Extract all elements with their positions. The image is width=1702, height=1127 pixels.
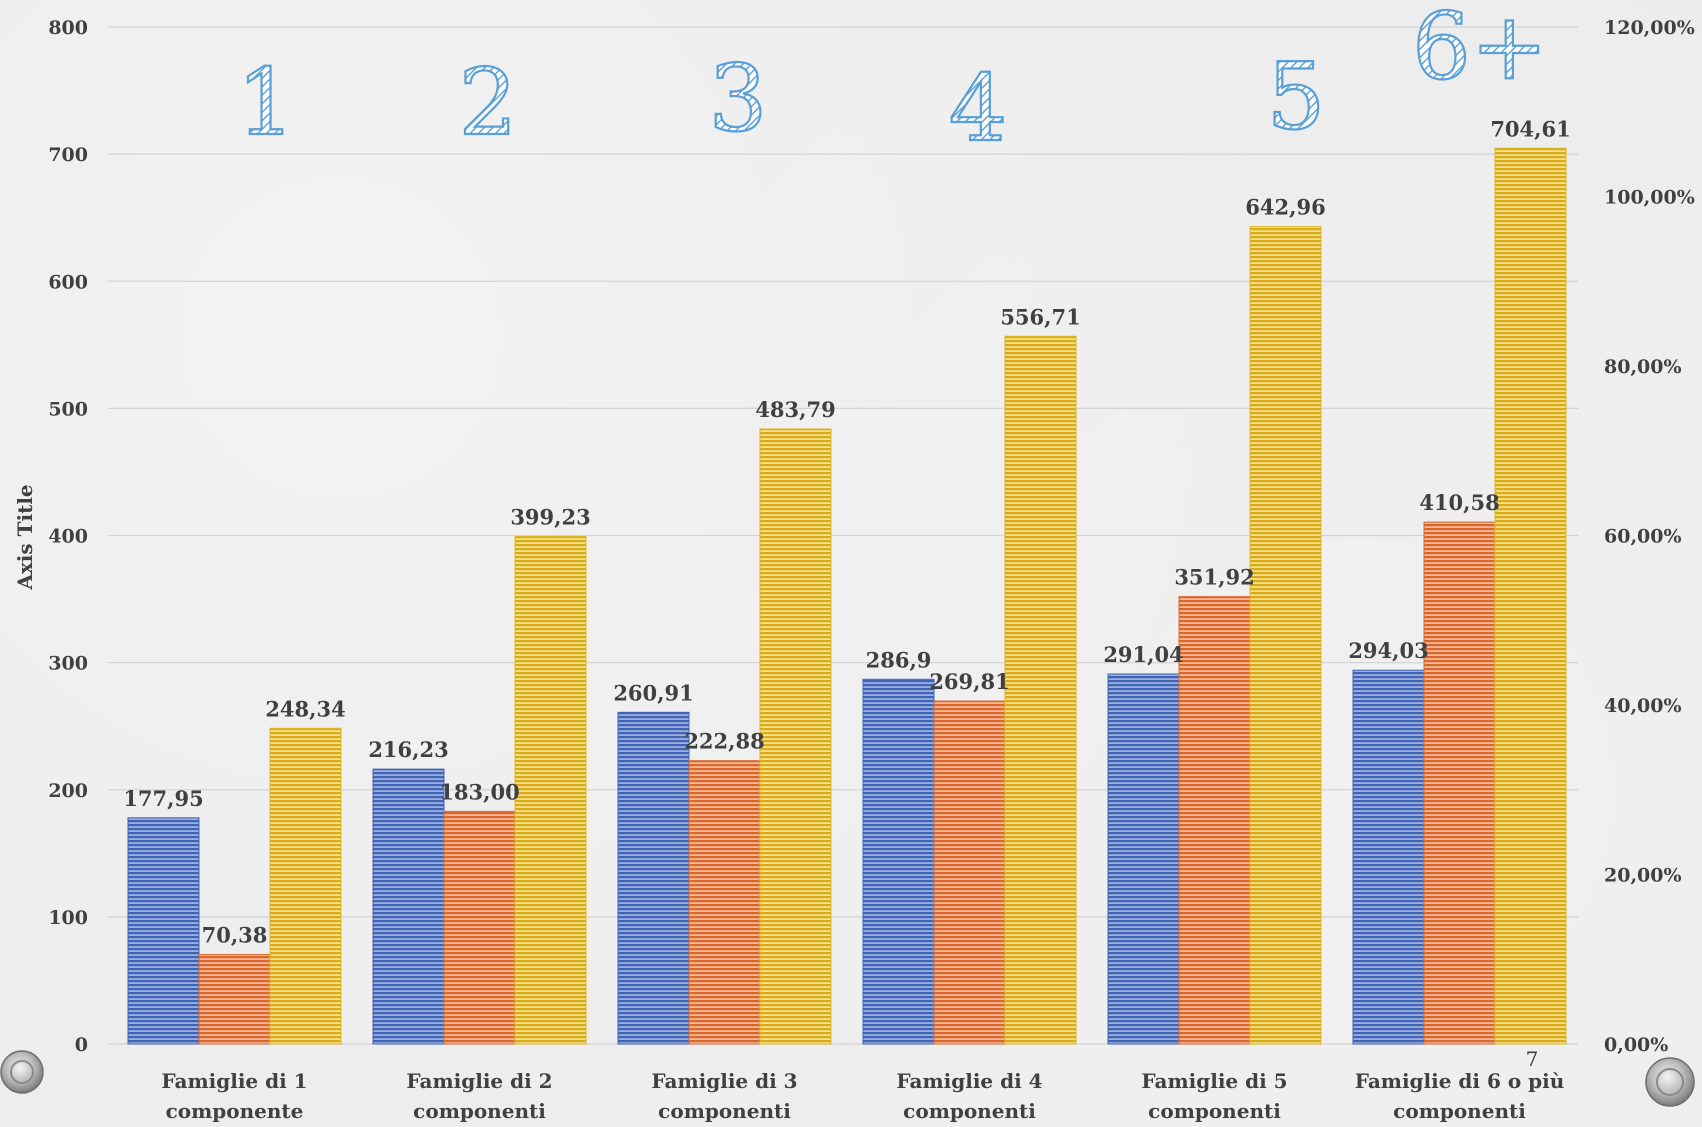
group-annotation: 6+ — [1412, 0, 1548, 100]
y2-tick-label: 60,00% — [1604, 526, 1682, 548]
y-tick-label: 600 — [48, 271, 88, 293]
category-label: Famiglie di 1 — [161, 1069, 307, 1093]
bar — [617, 711, 690, 1045]
category-label: Famiglie di 6 o più — [1355, 1069, 1565, 1093]
circle-button-icon — [1645, 1057, 1695, 1107]
category-label: componenti — [1393, 1099, 1526, 1123]
y-tick-label: 0 — [75, 1034, 88, 1056]
y2-tick-label: 80,00% — [1604, 356, 1682, 378]
category-label: componenti — [903, 1099, 1036, 1123]
y2-tick-label: 40,00% — [1604, 695, 1682, 717]
bar — [1352, 669, 1425, 1045]
data-label: 260,91 — [613, 680, 693, 705]
y-tick-label: 400 — [48, 526, 88, 548]
data-labels: 177,95 70,38 248,34 216,23 183,00 399,23 260,9… — [123, 116, 1570, 947]
category-label: Famiglie di 2 — [406, 1069, 552, 1093]
bar — [1494, 147, 1567, 1045]
next-slide-button[interactable] — [1645, 1057, 1695, 1107]
category-label: componenti — [1148, 1099, 1281, 1123]
bar — [1178, 596, 1251, 1045]
group-annotation: 4 — [949, 55, 1008, 162]
data-label: 248,34 — [265, 696, 345, 721]
y2-tick-label: 120,00% — [1604, 17, 1695, 39]
bar — [372, 768, 445, 1045]
category-label: Famiglie di 4 — [896, 1069, 1042, 1093]
data-label: 70,38 — [202, 923, 268, 948]
bar — [759, 428, 832, 1045]
category-label: componenti — [658, 1099, 791, 1123]
y-axis-title: Axis Title — [13, 484, 37, 590]
y-tick-label: 100 — [48, 907, 88, 929]
bar — [198, 954, 271, 1045]
y-axis-ticks: 0 100 200 300 400 500 600 700 800 — [48, 17, 88, 1056]
data-label: 286,9 — [866, 647, 932, 672]
circle-button-icon — [0, 1050, 44, 1094]
bar — [269, 727, 342, 1045]
y-tick-label: 500 — [48, 398, 88, 420]
y-tick-label: 700 — [48, 144, 88, 166]
y-tick-label: 800 — [48, 17, 88, 39]
category-labels: Famiglie di 1 componente Famiglie di 2 comp… — [161, 1069, 1564, 1123]
data-label: 410,58 — [1419, 490, 1499, 515]
bar — [1107, 673, 1180, 1045]
data-label: 556,71 — [1000, 304, 1080, 329]
bar — [1004, 335, 1077, 1045]
data-label: 291,04 — [1103, 642, 1183, 667]
y-tick-label: 300 — [48, 653, 88, 675]
y2-tick-label: 0,00% — [1604, 1034, 1668, 1056]
data-label: 642,96 — [1245, 195, 1325, 220]
bar — [127, 817, 200, 1045]
data-label: 294,03 — [1348, 638, 1428, 663]
bar — [862, 678, 935, 1045]
y-tick-label: 200 — [48, 780, 88, 802]
data-label: 704,61 — [1490, 116, 1570, 141]
category-label: componente — [166, 1099, 304, 1123]
y2-tick-label: 20,00% — [1604, 865, 1682, 887]
data-label: 177,95 — [123, 786, 203, 811]
data-label: 399,23 — [510, 504, 590, 529]
category-label: Famiglie di 3 — [651, 1069, 797, 1093]
data-label: 216,23 — [368, 737, 448, 762]
data-label: 183,00 — [439, 779, 519, 804]
category-label: Famiglie di 5 — [1141, 1069, 1287, 1093]
bars — [127, 147, 1567, 1045]
data-label: 483,79 — [755, 397, 835, 422]
y2-tick-label: 100,00% — [1604, 187, 1695, 209]
group-annotation: 5 — [1267, 43, 1326, 150]
group-annotation: 1 — [237, 49, 296, 156]
bar — [443, 810, 516, 1045]
data-label: 351,92 — [1174, 565, 1254, 590]
secondary-y-axis-ticks: 0,00% 20,00% 40,00% 60,00% 80,00% 100,00% 120,… — [1604, 17, 1695, 1056]
group-annotations: 1 2 3 4 5 6+ — [236, 0, 1549, 163]
bar — [514, 535, 587, 1045]
page-number: 7 — [1526, 1047, 1539, 1071]
data-label: 222,88 — [684, 729, 764, 754]
bar — [1423, 521, 1496, 1045]
data-label: 269,81 — [929, 669, 1009, 694]
group-annotation: 2 — [459, 49, 518, 156]
bar — [933, 700, 1006, 1045]
category-label: componenti — [413, 1099, 546, 1123]
bar — [688, 760, 761, 1045]
group-annotation: 3 — [709, 45, 768, 152]
gridlines — [108, 26, 1578, 1045]
prev-slide-button[interactable] — [0, 1050, 44, 1094]
bar — [1249, 226, 1322, 1045]
